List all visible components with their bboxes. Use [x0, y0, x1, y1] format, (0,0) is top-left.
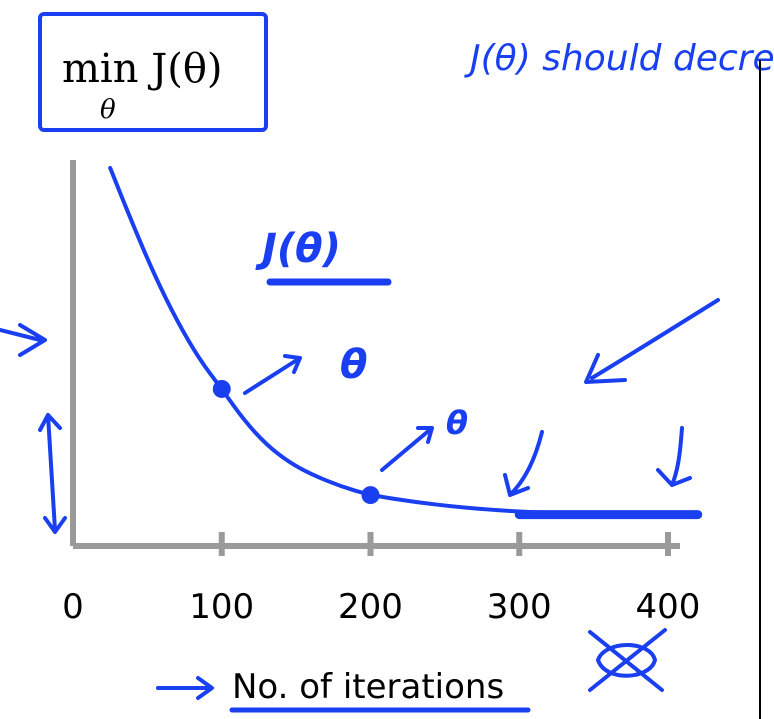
x-tick-label-400: 400 — [636, 587, 701, 627]
x-axis-label: No. of iterations — [232, 667, 504, 707]
x-ticks — [218, 532, 671, 556]
handwritten-note-text: J(θ) should decrease after every iterati… — [464, 38, 774, 79]
vertical-double-arrow — [38, 413, 67, 534]
formula-subscript: θ — [100, 95, 116, 125]
x-tick-label-0: 0 — [62, 587, 84, 627]
big-arrow — [584, 298, 720, 384]
theta-note-2: θ — [446, 404, 468, 442]
down-arrow-300 — [503, 430, 544, 497]
formula-main: min J(θ) — [62, 46, 223, 92]
series-line-0 — [108, 166, 700, 517]
formula-box: min J(θ) θ — [38, 12, 268, 132]
cross-mark — [588, 628, 667, 692]
handwritten-note: J(θ) should decrease after every iterati… — [464, 38, 774, 79]
left-arrow — [0, 323, 47, 357]
highlight-point-100 — [212, 379, 231, 398]
x-tick-label-300: 300 — [487, 587, 552, 627]
xlabel-arrow — [156, 676, 214, 700]
formula-box-outline — [38, 12, 268, 132]
curve-label-text: J(θ) — [255, 226, 341, 272]
curve-label: J(θ) — [255, 226, 392, 286]
down-arrow-400 — [656, 426, 692, 487]
axes — [70, 160, 680, 549]
highlight-point-200 — [361, 486, 380, 505]
x-tick-labels: 0 100 200 300 400 — [62, 587, 700, 627]
theta-arrow-1 — [243, 354, 302, 395]
markers-group — [212, 379, 380, 505]
x-tick-label-100: 100 — [189, 587, 254, 627]
theta-note-1: θ — [340, 342, 367, 388]
series-group — [108, 166, 703, 520]
theta-arrow-2 — [380, 426, 434, 472]
annotation-arrows — [0, 298, 720, 713]
x-tick-label-200: 200 — [338, 587, 403, 627]
